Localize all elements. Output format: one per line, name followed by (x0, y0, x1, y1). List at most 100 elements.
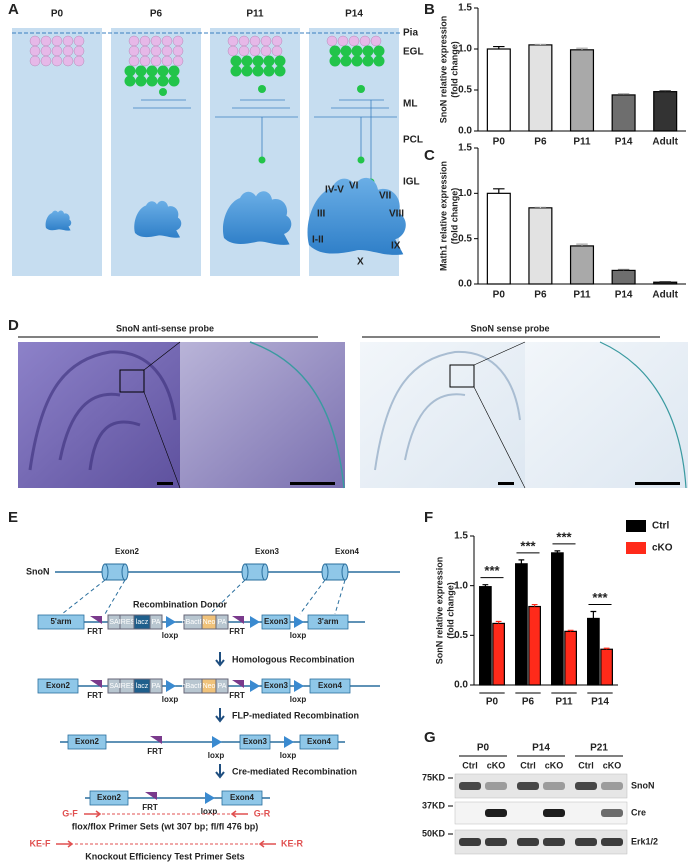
granule-precursor (51, 55, 63, 67)
label: Erk1/2 (631, 836, 658, 846)
granule-precursor (139, 55, 151, 67)
label: Exon4 (230, 793, 255, 802)
panel-label: B (424, 1, 435, 18)
label: Knockout Efficiency Test Primer Sets (85, 851, 244, 861)
error-bar (576, 47, 588, 50)
x-tick-label: P6 (522, 697, 535, 708)
label: Ctrl (520, 760, 536, 770)
bar (486, 48, 511, 132)
granule-cell (351, 45, 363, 57)
folia (374, 350, 521, 471)
label: PA (218, 619, 227, 626)
frt-site (90, 616, 102, 624)
granule-cell (124, 75, 136, 87)
y-tick-label: 0.0 (454, 680, 468, 691)
zoom-line (473, 341, 526, 366)
granule-precursor (172, 45, 184, 57)
y-tick-label: 0.5 (458, 85, 472, 96)
tissue-panel (12, 28, 102, 276)
x-tick-label: P11 (555, 697, 573, 708)
granule-cell (241, 55, 253, 67)
label: P0 (477, 743, 490, 754)
granule-precursor (62, 45, 74, 57)
label: loxp (290, 695, 307, 704)
error-bar (482, 584, 489, 587)
granule-neuron (258, 156, 266, 164)
label: Pia (403, 28, 418, 39)
segment (299, 734, 339, 750)
label: IGL (403, 177, 420, 188)
bar (611, 269, 636, 285)
zoom-line (143, 341, 181, 371)
band (517, 838, 539, 846)
label: 37KD (422, 800, 446, 810)
folia (28, 350, 177, 471)
exon-end (121, 563, 129, 581)
label: P11 (246, 9, 264, 20)
scale-bar (635, 482, 680, 485)
label: FRT (142, 803, 158, 812)
label: loxp (201, 807, 218, 816)
bar (528, 44, 553, 132)
x-tick-label: P11 (573, 290, 591, 301)
band (543, 838, 565, 846)
granule-cell (241, 65, 253, 77)
migrating-cell (357, 85, 365, 93)
granule-precursor (51, 45, 63, 57)
granule-precursor (29, 35, 41, 47)
y-axis-label: SonN relative expression (434, 557, 444, 665)
band (543, 782, 565, 790)
micrograph (525, 342, 688, 488)
scale-bar (157, 482, 173, 485)
error-bar (590, 610, 597, 619)
granule-cell (362, 55, 374, 67)
label: lacz (136, 683, 149, 690)
band (517, 782, 539, 790)
granule-precursor (62, 55, 74, 67)
label: loxp (280, 751, 297, 760)
label: P6 (150, 9, 163, 20)
granule-precursor (40, 35, 52, 47)
x-tick-label: P14 (615, 137, 633, 148)
label: P21 (590, 743, 608, 754)
granule-cell (135, 75, 147, 87)
label: hBactP (182, 619, 205, 626)
label: FRT (87, 627, 103, 636)
blot (454, 829, 628, 855)
granule-precursor (29, 45, 41, 57)
label: PA (152, 683, 161, 690)
x-tick-label: Adult (652, 137, 678, 148)
x-tick-label: P0 (493, 290, 506, 301)
label: Exon3 (243, 737, 268, 746)
granule-cell (252, 55, 264, 67)
loxp-site (250, 616, 260, 628)
granule-cell (373, 55, 385, 67)
step-arrow (215, 764, 225, 779)
cerebellum (222, 191, 292, 245)
granule-precursor (51, 35, 63, 47)
granule-precursor (150, 55, 162, 67)
granule-precursor (348, 35, 360, 47)
migrating-cell (159, 88, 167, 96)
panel-label: F (424, 509, 433, 526)
label: Exon2 (46, 681, 71, 690)
cassette (149, 678, 163, 694)
loxp-site (284, 736, 294, 748)
band (459, 838, 481, 846)
x-tick-label: P6 (534, 290, 547, 301)
label: X (357, 257, 364, 268)
granule-precursor (249, 35, 261, 47)
cerebellum (307, 177, 406, 255)
error-bar (567, 629, 574, 632)
x-tick-label: P0 (493, 137, 506, 148)
granule-precursor (40, 55, 52, 67)
label: SnoN (26, 566, 50, 576)
label: Exon4 (307, 737, 332, 746)
granule-precursor (128, 55, 140, 67)
exon-end (261, 563, 269, 581)
error-bar (495, 620, 502, 624)
label: flox/flox Primer Sets (wt 307 bp; fl/fl … (72, 821, 259, 831)
label: loxp (208, 751, 225, 760)
y-axis-label: SnoN relative expression (438, 16, 448, 124)
label: VII (379, 191, 391, 202)
